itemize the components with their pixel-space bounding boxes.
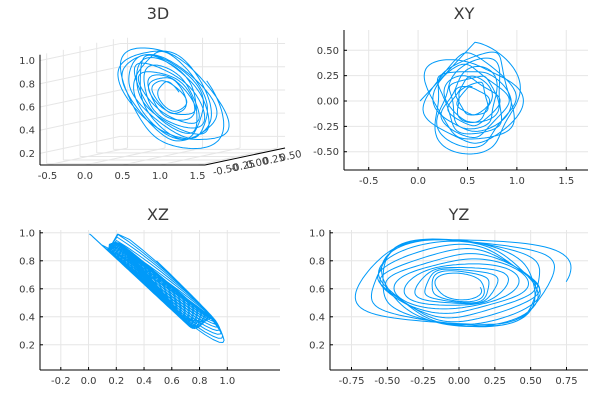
- panel-xy-plot: -0.5 0.0 0.5 1.0 1.5 -0.50 -0.25 0.00 0.25 0.50: [313, 30, 588, 187]
- x-tick-label: 0.2: [108, 376, 124, 387]
- x-tick-label: 0.00: [448, 376, 470, 387]
- x-tick-label: -0.50: [374, 376, 400, 387]
- y-tick-label: -0.25: [313, 122, 339, 133]
- x-tick-label: 1.0: [152, 171, 168, 182]
- x-tick-label: 0.8: [192, 376, 208, 387]
- y-tick-label: 0.50: [279, 149, 303, 164]
- x-tick-label: 0.6: [164, 376, 180, 387]
- panel-3d-curve: [117, 47, 230, 150]
- y-tick-label: 0.4: [309, 312, 325, 323]
- y-tick-label: 1.0: [309, 228, 325, 239]
- z-tick-label: 0.8: [19, 79, 35, 90]
- chart-title: 3D: [147, 4, 170, 23]
- x-tick-label: 0.0: [81, 376, 97, 387]
- x-tick-label: 0.5: [460, 176, 476, 187]
- chart-title: XZ: [147, 205, 169, 224]
- y-tick-label: -0.50: [212, 162, 240, 178]
- y-tick-label: 0.2: [19, 340, 35, 351]
- y-tick-label: 0.50: [317, 46, 339, 57]
- y-tick-label: -0.25: [229, 159, 257, 175]
- z-tick-label: 1.0: [19, 56, 35, 67]
- x-tick-label: 0.4: [136, 376, 152, 387]
- x-tick-label: 1.0: [509, 176, 525, 187]
- side-wall-gridline: [39, 43, 121, 62]
- series-line: [419, 41, 524, 155]
- series-line: [89, 233, 225, 343]
- y-tick-label: 0.00: [245, 156, 269, 171]
- chart-title: YZ: [448, 205, 470, 224]
- panel-xz-plot: -0.2 0.0 0.2 0.4 0.6 0.8 1.0 0.2 0.4 0.6 0.8 1.0: [19, 228, 280, 387]
- panel-xz: XZ -0.2 0.0 0.2 0.4 0.6 0.8 1.0 0.2 0.4 0.6 0.8 1.0: [19, 205, 280, 387]
- x-tick-label: 1.5: [558, 176, 574, 187]
- side-wall-gridline: [39, 66, 121, 85]
- z-tick-label: 0.4: [19, 126, 35, 137]
- panel-xy: XY -0.5 0.0 0.5 1.0 1.5 -0.50 -0.25 0.00 0.25 0.5…: [313, 4, 588, 187]
- x-tick-label: -0.2: [51, 376, 71, 387]
- x-tick-label: 0.50: [520, 376, 542, 387]
- side-wall-gridline: [39, 112, 121, 131]
- y-tick-label: 1.0: [19, 228, 35, 239]
- x-tick-label: -0.25: [410, 376, 436, 387]
- x-tick-label: -0.75: [339, 376, 365, 387]
- panel-3d-grid: [39, 37, 286, 166]
- y-tick-label: 0.25: [262, 152, 286, 167]
- x-tick-label: 0.25: [484, 376, 506, 387]
- series-line: [117, 47, 230, 150]
- z-tick-label: 0.2: [19, 149, 35, 160]
- y-tick-label: 0.25: [317, 71, 339, 82]
- z-tick-label: 0.6: [19, 103, 35, 114]
- y-tick-label: 0.4: [19, 312, 35, 323]
- y-tick-label: 0.6: [19, 284, 35, 295]
- y-tick-label: 0.8: [309, 256, 325, 267]
- x-tick-label: 0.0: [410, 176, 426, 187]
- panel-yz: YZ -0.75 -0.50 -0.25 0.00 0.25 0.50 0.75 0.2 0.4…: [309, 205, 588, 387]
- x-tick-label: -0.5: [359, 176, 379, 187]
- x-tick-label: 1.0: [219, 376, 235, 387]
- x-tick-label: 0.75: [555, 376, 577, 387]
- panel-3d: 3D -0.5 0.0 0.5 1.0 1.5 -0.50-0.250.000.250.5…: [19, 4, 303, 182]
- x-tick-label: 1.5: [190, 171, 206, 182]
- y-tick-label: 0.2: [309, 340, 325, 351]
- y-tick-label: 0.6: [309, 284, 325, 295]
- y-tick-label: 0.00: [317, 97, 339, 108]
- y-tick-label: 0.8: [19, 256, 35, 267]
- panel-yz-plot: -0.75 -0.50 -0.25 0.00 0.25 0.50 0.75 0.2 0.4 0.6…: [309, 228, 588, 387]
- series-line: [354, 238, 572, 328]
- y-tick-label: -0.50: [313, 147, 339, 158]
- chart-title: XY: [454, 4, 475, 23]
- side-wall-gridline: [39, 135, 121, 154]
- y-axis: [204, 147, 286, 166]
- x-tick-label: 0.5: [115, 171, 131, 182]
- x-tick-label: -0.5: [38, 171, 58, 182]
- panel-3d-ticks: -0.5 0.0 0.5 1.0 1.5 -0.50-0.250.000.250.50 0.…: [19, 54, 303, 182]
- side-wall-gridline: [39, 89, 121, 108]
- x-tick-label: 0.0: [77, 171, 93, 182]
